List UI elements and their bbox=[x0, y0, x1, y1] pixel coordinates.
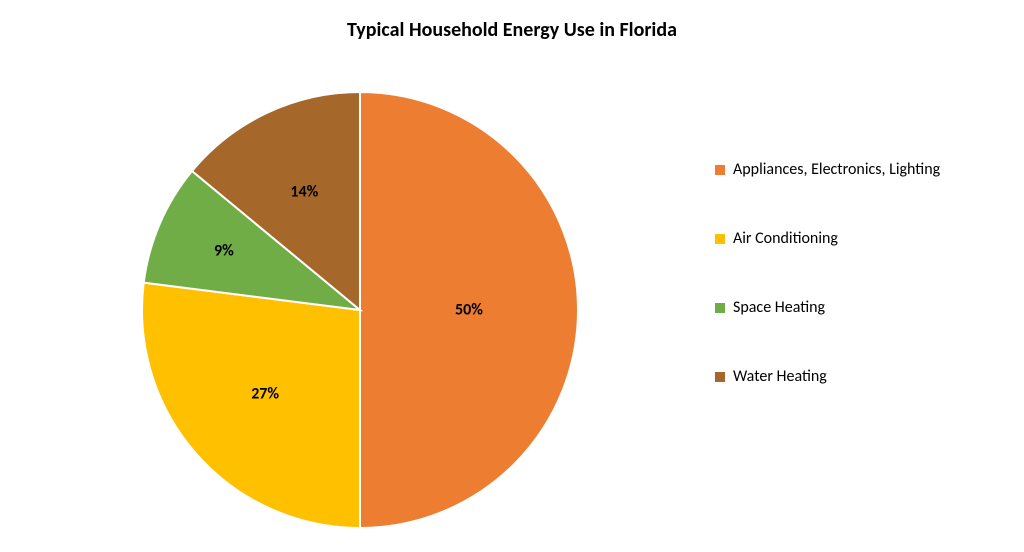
legend-item: Space Heating bbox=[715, 298, 940, 317]
legend-swatch bbox=[715, 165, 725, 175]
chart-container: Typical Household Energy Use in Florida … bbox=[0, 0, 1024, 552]
legend-swatch bbox=[715, 234, 725, 244]
slice-percent-label: 9% bbox=[214, 242, 234, 261]
legend-label: Air Conditioning bbox=[733, 229, 838, 248]
legend-label: Space Heating bbox=[733, 298, 825, 317]
slice-percent-label: 27% bbox=[251, 384, 279, 403]
legend-item: Water Heating bbox=[715, 367, 940, 386]
legend-swatch bbox=[715, 303, 725, 313]
legend-label: Water Heating bbox=[733, 367, 827, 386]
legend-item: Appliances, Electronics, Lighting bbox=[715, 160, 940, 179]
slice-percent-label: 50% bbox=[455, 301, 483, 320]
legend-swatch bbox=[715, 372, 725, 382]
pie-slice bbox=[142, 283, 360, 528]
legend-item: Air Conditioning bbox=[715, 229, 940, 248]
legend-label: Appliances, Electronics, Lighting bbox=[733, 160, 940, 179]
slice-percent-label: 14% bbox=[290, 182, 318, 201]
legend: Appliances, Electronics, Lighting Air Con… bbox=[715, 160, 940, 386]
